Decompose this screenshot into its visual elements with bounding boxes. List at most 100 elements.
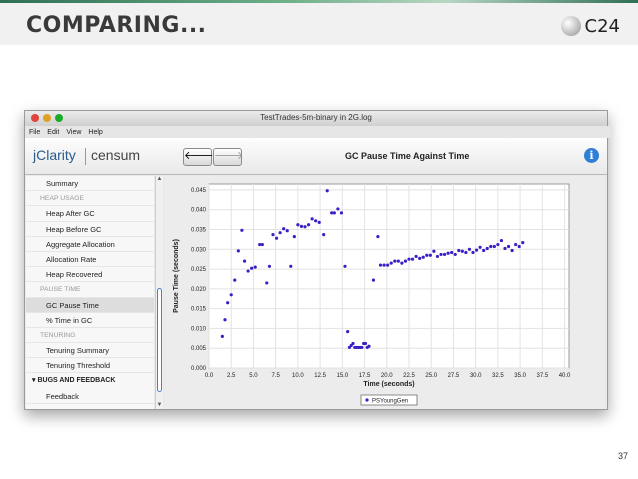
- sidebar-item-aggregate-allocation[interactable]: Aggregate Allocation: [26, 237, 154, 252]
- data-point: [296, 223, 300, 227]
- sidebar-label: Aggregate Allocation: [46, 239, 115, 249]
- data-point: [514, 242, 518, 247]
- data-point: [310, 217, 314, 221]
- slide-top-accent-bar: [0, 0, 638, 3]
- company-logo: C24: [560, 13, 620, 39]
- data-point: [425, 253, 429, 257]
- x-tick-label: 0.0: [205, 373, 214, 379]
- menu-help[interactable]: Help: [88, 128, 103, 136]
- sidebar-label: Tenuring Summary: [46, 346, 109, 356]
- forward-arrow-icon: 🡒: [214, 150, 244, 162]
- data-point: [314, 219, 318, 223]
- sidebar-item-time-in-gc[interactable]: % Time in GC: [26, 313, 154, 328]
- plot-background: [208, 183, 570, 369]
- sidebar-item-heap-after-gc[interactable]: Heap After GC: [26, 206, 154, 222]
- sidebar-item-allocation-rate[interactable]: Allocation Rate: [26, 252, 154, 268]
- data-point: [258, 242, 262, 247]
- data-point: [421, 255, 425, 259]
- data-point: [496, 242, 500, 247]
- data-point: [471, 250, 475, 255]
- menu-bar: File Edit View Help: [25, 126, 611, 138]
- data-point: [393, 259, 397, 263]
- x-tick-label: 40.0: [559, 373, 571, 379]
- data-point: [467, 247, 472, 251]
- data-point: [446, 251, 450, 255]
- data-point: [442, 252, 447, 257]
- menu-edit[interactable]: Edit: [47, 128, 60, 136]
- data-point: [474, 248, 479, 252]
- chart-panel: 0.0 2.5 5.0 7.5 10.0 12.5 15.0 17.5 20.0 22.5 25.0…: [165, 176, 605, 409]
- sidebar-item-summary[interactable]: Summary: [26, 176, 154, 192]
- info-button[interactable]: i: [584, 148, 599, 163]
- data-point: [303, 225, 307, 229]
- minimize-window-icon[interactable]: [43, 114, 51, 122]
- window-titlebar[interactable]: TestTrades-5m-binary in 2G.log: [25, 111, 607, 127]
- data-point: [485, 246, 489, 251]
- data-point: [432, 249, 436, 253]
- brand-name: jClarity: [33, 147, 76, 163]
- sidebar-item-feedback[interactable]: Feedback: [26, 389, 154, 404]
- y-tick-label: 0.005: [191, 346, 207, 352]
- scroll-down-icon[interactable]: ▼: [156, 402, 163, 408]
- sidebar-item-tenuring-summary[interactable]: Tenuring Summary: [26, 343, 154, 359]
- slide-title: COMPARING...: [26, 13, 207, 38]
- data-point: [236, 249, 240, 253]
- data-point: [482, 248, 486, 253]
- data-point: [274, 236, 279, 240]
- x-tick-label: 2.5: [227, 373, 236, 379]
- data-point: [220, 334, 224, 338]
- x-tick-label: 30.0: [470, 373, 482, 379]
- app-toolbar: jClarity censum 🡐 🡒 GC Pause Time Agains…: [25, 138, 607, 175]
- data-point: [428, 253, 432, 257]
- x-tick-label: 12.5: [314, 373, 326, 379]
- data-point: [389, 261, 393, 265]
- data-point: [386, 263, 390, 267]
- sidebar-label: BUGS AND FEEDBACK: [37, 377, 116, 385]
- scroll-up-icon[interactable]: ▲: [156, 176, 163, 182]
- data-point: [371, 278, 376, 282]
- data-point: [260, 242, 264, 247]
- x-tick-label: 20.0: [381, 373, 393, 379]
- sidebar-label: HEAP USAGE: [40, 195, 85, 203]
- data-point: [367, 344, 371, 348]
- data-point: [457, 248, 461, 253]
- sidebar-item-tenuring-threshold[interactable]: Tenuring Threshold: [26, 358, 154, 374]
- back-button[interactable]: 🡐: [183, 148, 214, 166]
- sidebar-item-heap-recovered[interactable]: Heap Recovered: [26, 267, 154, 283]
- data-point: [265, 281, 269, 285]
- x-tick-label: 15.0: [336, 373, 348, 379]
- sidebar-section-pause-time: PAUSE TIME: [26, 282, 154, 298]
- scroll-thumb[interactable]: [157, 288, 162, 392]
- data-point: [346, 329, 350, 334]
- menu-file[interactable]: File: [29, 128, 41, 136]
- data-point: [322, 233, 326, 237]
- close-window-icon[interactable]: [31, 114, 39, 122]
- data-point: [267, 264, 272, 268]
- sidebar-item-heap-before-gc[interactable]: Heap Before GC: [26, 222, 154, 237]
- data-point: [229, 293, 233, 297]
- forward-button[interactable]: 🡒: [213, 148, 244, 166]
- y-tick-label: 0.035: [191, 228, 207, 234]
- chart-title: GC Pause Time Against Time: [345, 151, 470, 161]
- x-tick-label: 22.5: [403, 373, 415, 379]
- sidebar-scrollbar[interactable]: ▲ ▼: [155, 176, 163, 409]
- zoom-window-icon[interactable]: [55, 114, 63, 122]
- x-tick-label: 37.5: [536, 373, 548, 379]
- sidebar-label: Heap After GC: [46, 209, 95, 219]
- menu-view[interactable]: View: [66, 128, 82, 136]
- sidebar-group-bugs-and-feedback[interactable]: ▾ BUGS AND FEEDBACK: [26, 373, 154, 388]
- logo-text: C24: [584, 15, 620, 37]
- x-tick-label: 27.5: [448, 373, 460, 379]
- y-tick-label: 0.040: [191, 208, 207, 214]
- back-arrow-icon: 🡐: [184, 150, 214, 162]
- data-point: [282, 227, 286, 231]
- y-axis-label: Pause Time (seconds): [173, 239, 180, 313]
- data-point: [289, 264, 293, 268]
- data-point: [317, 220, 321, 224]
- sidebar-item-gc-pause-time[interactable]: GC Pause Time: [26, 297, 154, 313]
- x-tick-label: 25.0: [425, 373, 437, 379]
- data-point: [464, 250, 468, 255]
- data-point: [435, 254, 440, 259]
- slide-header: COMPARING... C24: [0, 3, 638, 45]
- data-point: [503, 246, 507, 251]
